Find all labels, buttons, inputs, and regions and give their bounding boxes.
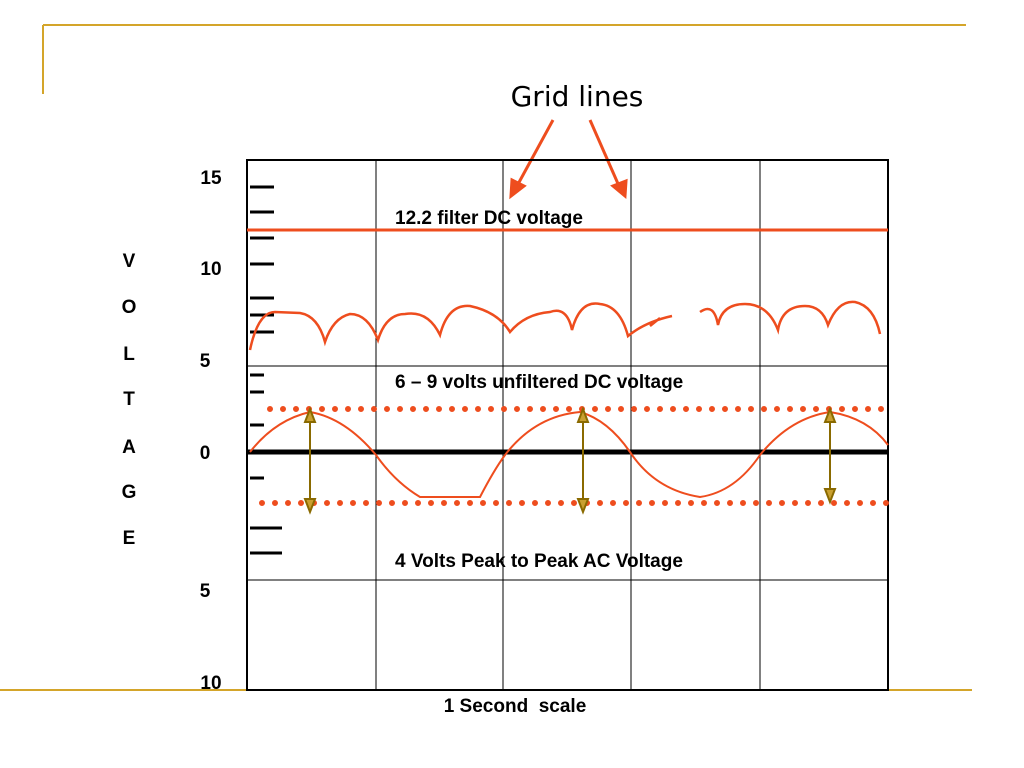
y-tick-label: 10 (200, 673, 221, 694)
annotation: 4 Volts Peak to Peak AC Voltage (395, 551, 683, 572)
y-tick-label: 5 (200, 581, 211, 602)
axis-letter: E (123, 528, 136, 549)
callout: Grid lines (511, 80, 644, 113)
axis-letter: A (122, 437, 136, 458)
y-tick-label: 5 (200, 351, 211, 372)
callout-arrows (509, 119, 628, 200)
plot (246, 159, 891, 691)
y-tick-label: 10 (200, 259, 221, 280)
y-tick-labels: 15 10 5 0 5 10 (200, 168, 222, 694)
axis-letter: G (122, 482, 137, 503)
slide-frame (0, 24, 972, 691)
x-axis-label: 1 Second scale (444, 696, 587, 717)
axis-letter: V (123, 251, 136, 272)
y-axis-label: V O L T A G E (122, 251, 137, 549)
y-tick-label: 15 (200, 168, 222, 189)
annotation: 6 – 9 volts unfiltered DC voltage (395, 372, 683, 393)
y-tick-label: 0 (200, 443, 211, 464)
axis-letter: O (122, 297, 137, 318)
annotation: 12.2 filter DC voltage (395, 208, 583, 229)
amplitude-arrows (303, 406, 837, 515)
axis-letter: T (123, 389, 135, 410)
axis-letter: L (123, 344, 135, 365)
